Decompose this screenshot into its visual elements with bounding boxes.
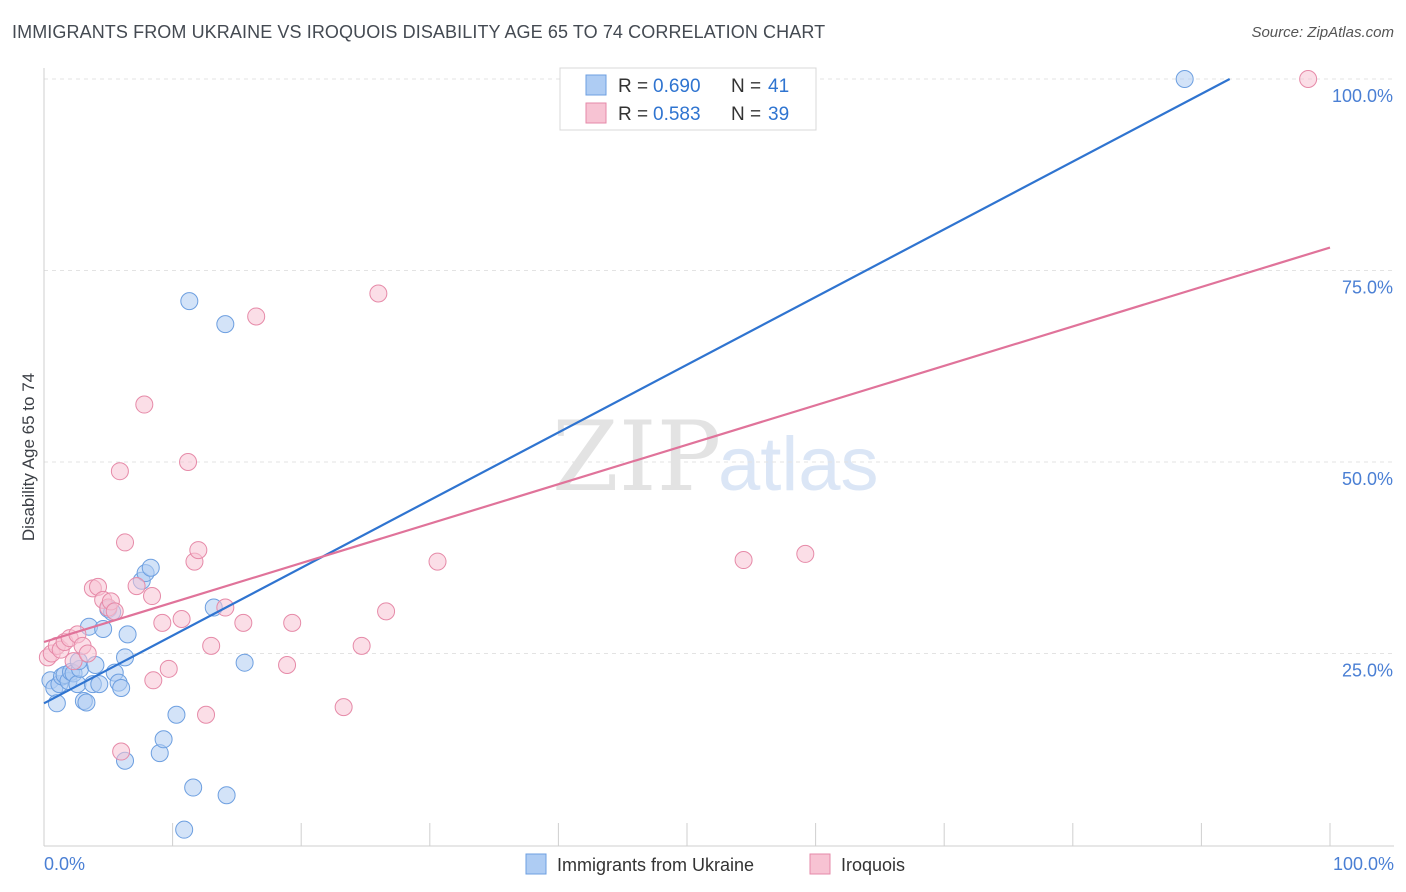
- data-point-iroquois: [369, 284, 388, 303]
- y-axis-label: Disability Age 65 to 74: [19, 373, 38, 541]
- source-credit: Source: ZipAtlas.com: [1251, 24, 1394, 41]
- data-point-ukraine: [90, 675, 109, 694]
- data-point-iroquois: [234, 613, 253, 632]
- watermark-zip: ZIP: [552, 401, 721, 513]
- legend-r-value-ukraine: 0.690: [653, 76, 701, 97]
- data-point-iroquois: [78, 644, 97, 663]
- legend-r-value-iroquois: 0.583: [653, 104, 701, 125]
- data-point-iroquois: [334, 698, 353, 717]
- trend-lines: [43, 78, 1331, 705]
- bottom-legend-label-iroquois: Iroquois: [841, 855, 905, 875]
- data-point-ukraine: [112, 678, 131, 697]
- data-point-iroquois: [197, 705, 216, 724]
- data-point-iroquois: [283, 613, 302, 632]
- watermark-atlas: atlas: [718, 422, 879, 507]
- data-point-ukraine: [217, 786, 236, 805]
- y-tick-label: 25.0%: [1342, 661, 1393, 681]
- data-point-iroquois: [202, 636, 221, 655]
- bottom-legend-swatch-ukraine: [525, 853, 547, 875]
- data-point-ukraine: [235, 653, 254, 672]
- data-point-ukraine: [77, 693, 96, 712]
- data-point-iroquois: [172, 610, 191, 629]
- trend-line-iroquois: [43, 246, 1331, 644]
- data-point-iroquois: [105, 602, 124, 621]
- data-point-iroquois: [377, 602, 396, 621]
- data-point-iroquois: [179, 453, 198, 471]
- data-point-iroquois: [143, 587, 162, 606]
- axes: [43, 68, 1394, 847]
- legend-n-label-iroquois: N =: [731, 104, 761, 125]
- data-point-iroquois: [112, 742, 131, 761]
- data-point-iroquois: [135, 395, 154, 414]
- legend-swatch-ukraine: [585, 74, 607, 96]
- series-legend: Immigrants from Ukraine Iroquois: [525, 853, 905, 875]
- legend-r-label-ukraine: R =: [618, 76, 648, 97]
- data-point-ukraine: [216, 315, 235, 334]
- data-point-ukraine: [184, 778, 203, 797]
- data-point-ukraine: [167, 705, 186, 724]
- chart-title: IMMIGRANTS FROM UKRAINE VS IROQUOIS DISA…: [12, 22, 826, 42]
- y-tick-labels: 25.0% 50.0% 75.0% 100.0%: [1332, 86, 1393, 681]
- data-point-iroquois: [734, 551, 753, 570]
- data-point-iroquois: [116, 533, 135, 552]
- data-point-ukraine: [68, 675, 87, 694]
- legend-n-value-iroquois: 39: [768, 104, 789, 125]
- data-point-iroquois: [127, 577, 146, 596]
- legend-n-label-ukraine: N =: [731, 76, 761, 97]
- data-point-ukraine: [118, 625, 137, 644]
- bottom-legend-label-ukraine: Immigrants from Ukraine: [557, 855, 754, 875]
- grid-lines: [44, 78, 1394, 654]
- data-point-ukraine: [180, 292, 199, 311]
- data-point-ukraine: [141, 558, 160, 577]
- data-point-iroquois: [247, 307, 266, 326]
- stats-legend: R = 0.690 N = 41 R = 0.583 N = 39: [559, 67, 817, 131]
- x-tick-label-max: 100.0%: [1333, 854, 1394, 874]
- y-tick-label: 100.0%: [1332, 86, 1393, 106]
- data-point-iroquois: [153, 613, 172, 632]
- data-point-iroquois: [159, 659, 178, 678]
- data-point-iroquois: [110, 462, 129, 481]
- legend-swatch-iroquois: [585, 102, 607, 124]
- data-point-iroquois: [1299, 70, 1318, 88]
- bottom-legend-swatch-iroquois: [809, 853, 831, 875]
- legend-r-label-iroquois: R =: [618, 104, 648, 125]
- y-tick-label: 50.0%: [1342, 469, 1393, 489]
- data-points: [38, 70, 1318, 839]
- y-tick-label: 75.0%: [1342, 278, 1393, 298]
- trend-line-ukraine: [43, 78, 1231, 705]
- data-point-iroquois: [796, 544, 815, 563]
- legend-n-value-ukraine: 41: [768, 76, 789, 97]
- x-tick-label-min: 0.0%: [44, 854, 85, 874]
- data-point-iroquois: [189, 541, 208, 560]
- data-point-iroquois: [352, 636, 371, 655]
- data-point-iroquois: [144, 671, 163, 690]
- data-point-iroquois: [428, 552, 447, 571]
- data-point-iroquois: [64, 652, 83, 671]
- data-point-ukraine: [1175, 70, 1194, 88]
- data-point-ukraine: [175, 820, 194, 839]
- data-point-ukraine: [154, 730, 173, 749]
- x-ticks: [43, 823, 1331, 846]
- data-point-iroquois: [278, 655, 297, 674]
